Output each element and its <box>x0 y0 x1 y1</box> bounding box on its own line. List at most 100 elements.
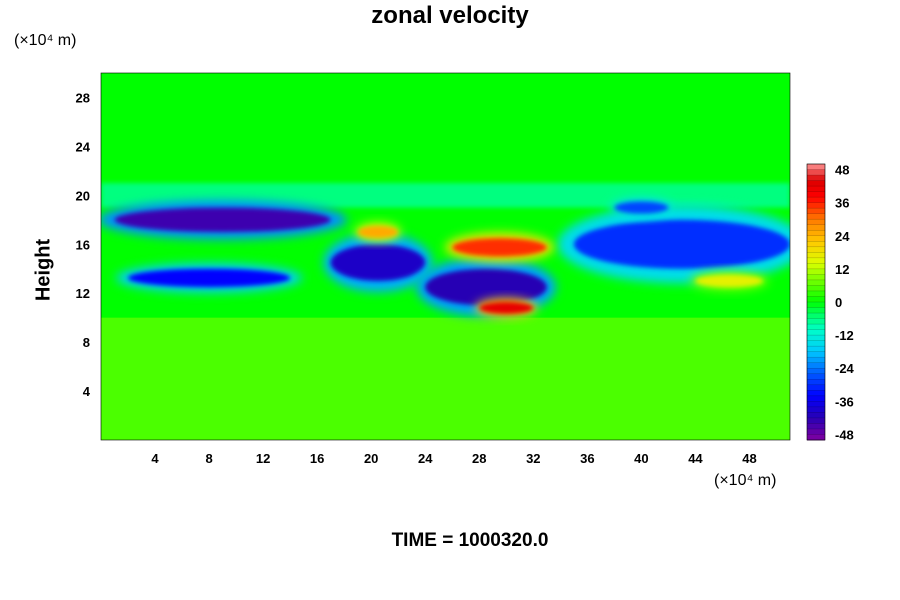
colorbar-segment <box>807 208 825 215</box>
colorbar-tick-label: 0 <box>835 295 842 310</box>
y-tick-label: 8 <box>83 335 90 350</box>
colorbar-segment <box>807 417 825 424</box>
colorbar-segment <box>807 324 825 330</box>
x-axis-unit: (×10⁴ m) <box>714 472 777 489</box>
colorbar-segment <box>807 169 825 176</box>
heatmap-field <box>101 73 790 440</box>
colorbar-segment <box>807 384 825 391</box>
y-tick-label: 20 <box>76 188 90 203</box>
feature-core <box>425 268 547 306</box>
colorbar-segment <box>807 164 825 170</box>
colorbar-tick-label: -24 <box>835 361 855 376</box>
colorbar-segment <box>807 351 825 358</box>
colorbar-segment <box>807 235 825 242</box>
colorbar-frame <box>806 163 826 441</box>
colorbar-segment <box>807 296 825 303</box>
colorbar-segment <box>807 395 825 402</box>
colorbar-segment <box>807 318 825 325</box>
feature-core <box>573 219 790 269</box>
colorbar-segment <box>807 186 825 192</box>
colorbar-tick-label: 36 <box>835 196 849 211</box>
colorbar-segment <box>807 263 825 270</box>
y-tick-label: 12 <box>76 286 90 301</box>
x-tick-label: 20 <box>364 451 378 466</box>
x-tick-label: 36 <box>580 451 594 466</box>
colorbar-segment <box>807 241 825 248</box>
colorbar-segment <box>807 390 825 397</box>
x-tick-label: 4 <box>151 451 159 466</box>
colorbar-segment <box>807 313 825 319</box>
y-tick-label: 24 <box>76 139 91 154</box>
x-tick-label: 48 <box>742 451 756 466</box>
x-tick-label: 44 <box>688 451 703 466</box>
colorbar-segment <box>807 340 825 347</box>
colorbar-segment <box>807 423 825 430</box>
x-tick-label: 16 <box>310 451 324 466</box>
x-tick-label: 32 <box>526 451 540 466</box>
y-tick-label: 4 <box>83 384 91 399</box>
feature-core <box>357 225 399 239</box>
colorbar-segment <box>807 230 825 237</box>
feature-core <box>128 268 291 288</box>
colorbar-tick-label: -36 <box>835 394 854 409</box>
colorbar-segment <box>807 213 825 220</box>
x-tick-label: 24 <box>418 451 433 466</box>
colorbar-tick-label: -12 <box>835 328 854 343</box>
lower-field-band <box>101 317 790 440</box>
colorbar-segment <box>807 202 825 209</box>
time-label: TIME = 1000320.0 <box>391 530 549 551</box>
colorbar-segment <box>807 197 825 204</box>
x-tick-label: 28 <box>472 451 486 466</box>
colorbar-segment <box>807 219 825 226</box>
colorbar-segment <box>807 401 825 408</box>
x-tick-label: 40 <box>634 451 648 466</box>
colorbar-segment <box>807 357 825 364</box>
colorbar-segment <box>807 428 825 435</box>
colorbar-segment <box>807 368 825 375</box>
x-tick-label: 12 <box>256 451 270 466</box>
feature-core <box>695 274 763 288</box>
colorbar-segment <box>807 302 825 308</box>
y-axis-unit: (×10⁴ m) <box>14 32 77 49</box>
colorbar-segment <box>807 412 825 419</box>
chart-title: zonal velocity <box>371 2 529 29</box>
y-tick-label: 28 <box>76 90 90 105</box>
colorbar-segment <box>807 224 825 231</box>
y-tick-labels: 4 8 12 16 20 24 28 <box>76 90 91 399</box>
colorbar-segment <box>807 279 825 286</box>
colorbar-segment <box>807 180 825 187</box>
colorbar-segment <box>807 285 825 292</box>
feature-core <box>330 244 426 281</box>
colorbar-tick-label: 12 <box>835 262 849 277</box>
colorbar-segment <box>807 246 825 253</box>
colorbar-segment <box>807 406 825 413</box>
colorbar-segment <box>807 346 825 353</box>
plot-frame <box>100 72 791 441</box>
colorbar-segment <box>807 274 825 281</box>
colorbar-segment <box>807 362 825 369</box>
colorbar-segment <box>807 434 825 441</box>
colorbar-segment <box>807 379 825 386</box>
colorbar-segment <box>807 191 825 198</box>
feature-core <box>452 238 547 257</box>
x-tick-label: 8 <box>205 451 212 466</box>
colorbar: 48 36 24 12 0 -12 -24 -36 -48 <box>806 163 855 442</box>
colorbar-segment <box>807 335 825 342</box>
y-tick-label: 16 <box>76 237 90 252</box>
x-tick-labels: 4 8 12 16 20 24 28 32 36 40 44 48 <box>151 451 756 466</box>
colorbar-segment <box>807 307 825 314</box>
colorbar-segment <box>807 329 825 336</box>
colorbar-tick-label: 24 <box>835 229 850 244</box>
colorbar-segment <box>807 268 825 275</box>
colorbar-segment <box>807 252 825 259</box>
feature-core <box>114 207 331 233</box>
colorbar-segment <box>807 257 825 264</box>
colorbar-segment <box>807 373 825 380</box>
colorbar-segment <box>807 175 825 181</box>
feature-core <box>479 301 534 314</box>
feature-core <box>614 201 669 214</box>
colorbar-tick-label: -48 <box>835 427 854 442</box>
colorbar-tick-label: 48 <box>835 163 849 178</box>
colorbar-segment <box>807 290 825 297</box>
